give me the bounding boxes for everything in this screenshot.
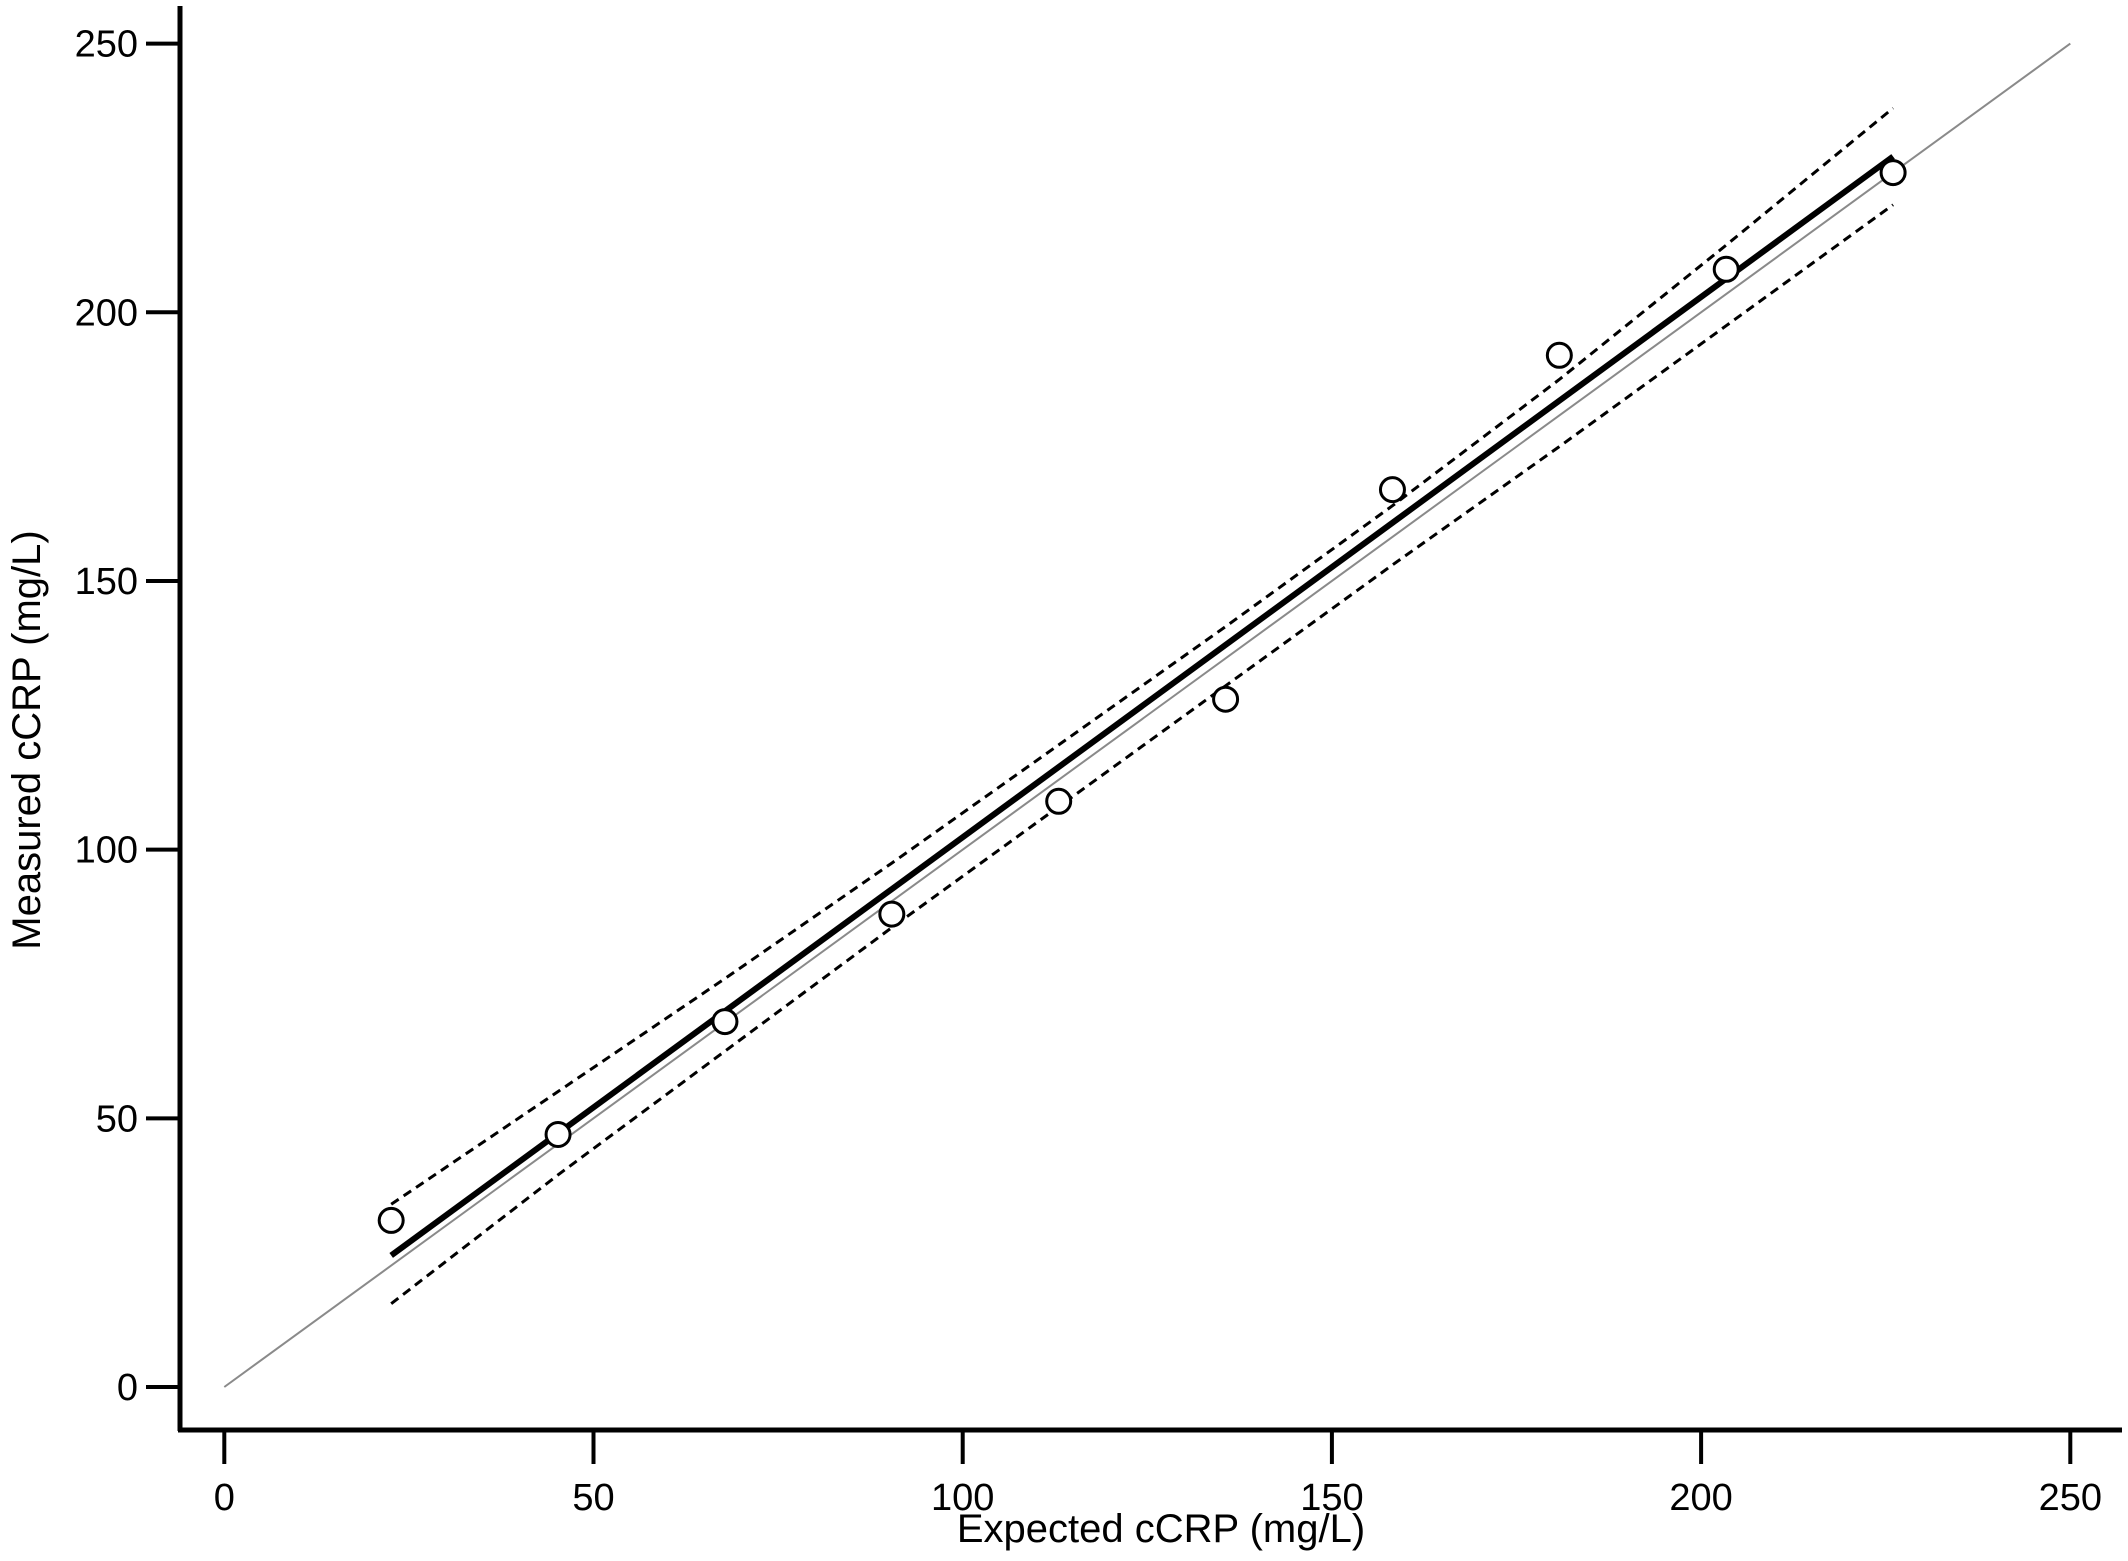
confidence-lower-line	[390, 203, 1894, 1305]
x-tick-label: 100	[931, 1477, 994, 1519]
data-point	[544, 1120, 572, 1148]
y-tick-label: 250	[75, 24, 138, 66]
x-tick-label: 0	[214, 1477, 235, 1519]
data-point	[377, 1206, 405, 1234]
identity-line	[223, 42, 2071, 1388]
y-tick-label: 150	[75, 561, 138, 603]
y-axis-title: Measured cCRP (mg/L)	[5, 530, 49, 949]
identity-line-layer	[223, 42, 2071, 1388]
x-tick-label: 200	[1669, 1477, 1732, 1519]
data-point	[1045, 787, 1073, 815]
data-point	[1378, 476, 1406, 504]
x-tick-label: 50	[572, 1477, 614, 1519]
data-point	[1545, 341, 1573, 369]
y-tick-label: 100	[75, 830, 138, 872]
regression-line	[389, 154, 1895, 1258]
x-axis-title: Expected cCRP (mg/L)	[957, 1507, 1365, 1551]
data-point	[711, 1008, 739, 1036]
confidence-upper-line	[390, 106, 1895, 1206]
y-tick-label: 50	[96, 1098, 138, 1140]
y-tick-label: 200	[75, 292, 138, 334]
data-point	[1879, 159, 1907, 187]
y-tick-label: 0	[117, 1367, 138, 1409]
data-point	[1712, 255, 1740, 283]
regression-line-layer	[389, 154, 1895, 1258]
data-point	[1212, 685, 1240, 713]
data-point	[878, 900, 906, 928]
confidence-band-layer	[390, 106, 1895, 1305]
x-tick-label: 250	[2039, 1477, 2102, 1519]
data-points-layer	[377, 159, 1907, 1234]
axes-layer	[177, 6, 2122, 1433]
ticks-layer: 0 50 100 150 200 250 0 50 100 150 200 250	[75, 24, 2102, 1519]
x-tick-label: 150	[1300, 1477, 1363, 1519]
